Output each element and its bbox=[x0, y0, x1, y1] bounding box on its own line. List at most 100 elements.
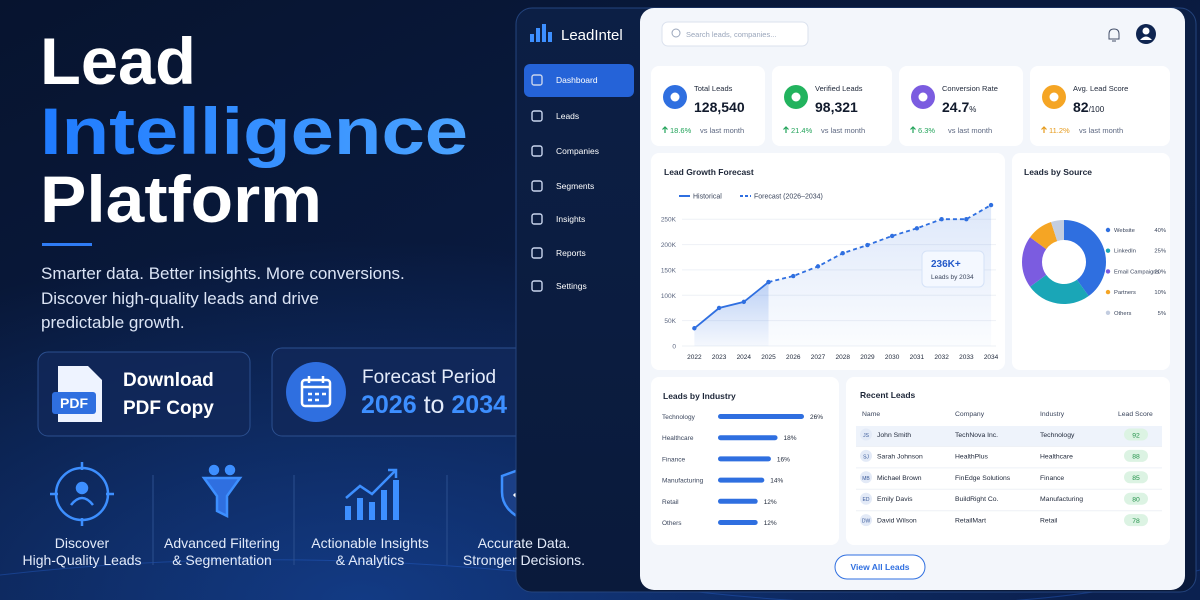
avatar-body bbox=[1140, 36, 1152, 40]
nav-icon bbox=[531, 180, 543, 192]
kpi-icon-mark bbox=[918, 92, 928, 102]
search-box[interactable] bbox=[661, 21, 809, 47]
view-all-button[interactable] bbox=[834, 554, 926, 580]
kpi-row: Total Leads 128,540 18.6% vs last month Veri… bbox=[651, 66, 1170, 146]
tagline: Discover high-quality leads and drive bbox=[41, 289, 319, 308]
initials-bg bbox=[860, 492, 872, 505]
icon bbox=[70, 496, 94, 506]
nav-icon bbox=[531, 213, 543, 225]
forecast-range: 2026 to 2034 bbox=[361, 391, 507, 419]
bar bbox=[718, 435, 778, 441]
icon bbox=[201, 476, 243, 519]
legend-value: 5% bbox=[1158, 311, 1166, 317]
legend-label: LinkedIn bbox=[1114, 249, 1136, 255]
x-tick-label: 2022 bbox=[687, 354, 702, 361]
y-tick-label: 0 bbox=[672, 344, 676, 351]
category-label: Technology bbox=[662, 414, 696, 421]
initials-bg bbox=[860, 471, 872, 484]
point bbox=[914, 226, 920, 231]
legend-label: Forecast (2026–2034) bbox=[754, 194, 823, 201]
kpi-change: 11.2% bbox=[1049, 126, 1070, 135]
legend-label: Others bbox=[1114, 311, 1131, 317]
column-header: Name bbox=[862, 411, 880, 418]
value-label: 18% bbox=[784, 435, 797, 442]
score: 92 bbox=[1132, 432, 1140, 439]
kpi-note: vs last month bbox=[948, 126, 992, 135]
kpi-change: 21.4% bbox=[791, 126, 813, 135]
point bbox=[766, 279, 771, 285]
nav-icon bbox=[531, 110, 543, 122]
feature-label: High-Quality Leads bbox=[22, 552, 141, 568]
point bbox=[692, 326, 697, 331]
category-label: Healthcare bbox=[662, 435, 694, 442]
cell: FinEdge Solutions bbox=[955, 475, 1011, 482]
joiner: to bbox=[424, 391, 445, 419]
score: 78 bbox=[1132, 518, 1140, 525]
bell-icon[interactable] bbox=[1108, 28, 1120, 42]
row-bg bbox=[856, 426, 1162, 446]
icon bbox=[208, 464, 220, 476]
kpi-value: 82/100 bbox=[1073, 99, 1105, 115]
cell: Retail bbox=[1040, 518, 1058, 525]
kpi-icon-mark bbox=[1049, 92, 1059, 102]
cell: HealthPlus bbox=[955, 453, 988, 460]
annotation-value: 236K+ bbox=[931, 259, 961, 270]
table-title: Recent Leads bbox=[860, 390, 916, 400]
point bbox=[988, 202, 994, 208]
cell: Sarah Johnson bbox=[877, 453, 923, 460]
bar bbox=[718, 456, 771, 462]
initials-bg bbox=[860, 428, 872, 441]
chart-title: Leads by Source bbox=[1024, 167, 1092, 177]
hero-title: Intelligence bbox=[40, 94, 468, 168]
download-button[interactable]: PDF Download PDF Copy bbox=[37, 351, 251, 437]
cell: RetailMart bbox=[955, 518, 986, 525]
y-tick-label: 200K bbox=[661, 242, 677, 249]
feature-label: Actionable Insights bbox=[311, 535, 429, 551]
point bbox=[815, 264, 821, 269]
kpi-note: vs last month bbox=[700, 126, 744, 135]
kpi-label: Total Leads bbox=[694, 84, 733, 93]
donut-slice bbox=[1021, 237, 1047, 287]
cell: Healthcare bbox=[1040, 453, 1073, 460]
category-label: Manufacturing bbox=[662, 478, 704, 485]
cell: Michael Brown bbox=[877, 475, 922, 482]
feature-label: Accurate Data. bbox=[478, 535, 571, 551]
cell: TechNova Inc. bbox=[955, 432, 998, 439]
row-bg bbox=[856, 511, 1162, 532]
bar bbox=[718, 477, 765, 483]
initials: MB bbox=[862, 476, 870, 482]
category-label: Finance bbox=[662, 456, 686, 463]
value-label: 12% bbox=[764, 499, 777, 506]
legend-dot bbox=[1105, 248, 1111, 253]
kpi-icon-mark bbox=[670, 92, 680, 102]
bar bbox=[718, 414, 804, 419]
column-header: Industry bbox=[1040, 411, 1065, 418]
cell: Finance bbox=[1040, 475, 1064, 482]
kpi-note: vs last month bbox=[821, 126, 865, 135]
cell: Emily Davis bbox=[877, 496, 913, 503]
column-header: Company bbox=[955, 411, 985, 418]
calendar-icon bbox=[300, 378, 332, 408]
point bbox=[741, 299, 747, 305]
kpi-number: 82 bbox=[1073, 99, 1089, 115]
logo-icon bbox=[530, 24, 552, 42]
row-bg bbox=[856, 447, 1162, 468]
legend-label: Historical bbox=[693, 194, 722, 201]
x-tick-label: 2027 bbox=[811, 354, 826, 361]
icon bbox=[50, 462, 114, 526]
file-badge bbox=[52, 392, 96, 414]
y-tick-label: 150K bbox=[661, 267, 677, 274]
nav-icon bbox=[531, 145, 543, 157]
icon bbox=[345, 468, 398, 499]
trend-arrow bbox=[910, 126, 916, 133]
hero-title: Lead bbox=[40, 24, 196, 98]
legend-value: 10% bbox=[1154, 290, 1166, 296]
row-bg bbox=[856, 490, 1162, 511]
feature-label: & Segmentation bbox=[172, 552, 272, 568]
score-pill bbox=[1124, 449, 1148, 462]
score: 88 bbox=[1132, 454, 1140, 461]
legend-dot bbox=[1105, 310, 1111, 315]
legend-value: 20% bbox=[1154, 269, 1166, 275]
view-all-label: View All Leads bbox=[850, 562, 909, 572]
